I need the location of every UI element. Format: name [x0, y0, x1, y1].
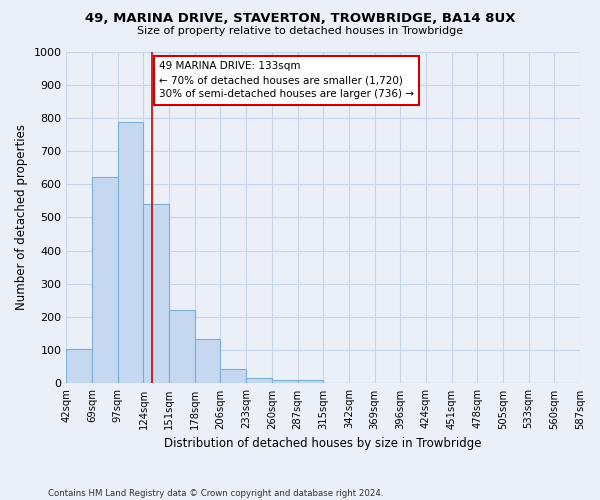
Bar — [298, 380, 323, 384]
X-axis label: Distribution of detached houses by size in Trowbridge: Distribution of detached houses by size … — [164, 437, 482, 450]
Bar — [246, 378, 272, 384]
Bar — [195, 340, 220, 384]
Bar — [220, 370, 246, 384]
Text: Contains HM Land Registry data © Crown copyright and database right 2024.: Contains HM Land Registry data © Crown c… — [48, 488, 383, 498]
Bar — [92, 177, 118, 384]
Y-axis label: Number of detached properties: Number of detached properties — [15, 124, 28, 310]
Bar — [118, 122, 143, 384]
Bar — [169, 310, 195, 384]
Text: 49 MARINA DRIVE: 133sqm
← 70% of detached houses are smaller (1,720)
30% of semi: 49 MARINA DRIVE: 133sqm ← 70% of detache… — [159, 62, 414, 100]
Text: 49, MARINA DRIVE, STAVERTON, TROWBRIDGE, BA14 8UX: 49, MARINA DRIVE, STAVERTON, TROWBRIDGE,… — [85, 12, 515, 26]
Bar — [143, 204, 169, 384]
Bar — [272, 380, 298, 384]
Bar — [67, 349, 92, 384]
Text: Size of property relative to detached houses in Trowbridge: Size of property relative to detached ho… — [137, 26, 463, 36]
